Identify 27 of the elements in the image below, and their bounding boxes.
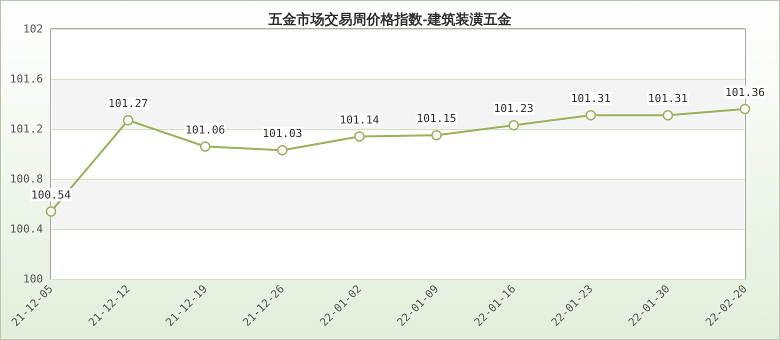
data-label: 101.23 <box>494 102 534 115</box>
point <box>662 110 674 120</box>
y-tick-label: 102 <box>23 22 43 36</box>
chart-title: 五金市场交易周价格指数-建筑装潢五金 <box>268 11 512 27</box>
data-label: 101.06 <box>185 123 226 136</box>
y-tick-label: 100.4 <box>10 222 44 236</box>
data-label: 100.54 <box>31 188 72 202</box>
point <box>277 145 288 156</box>
data-label: 101.31 <box>648 92 688 105</box>
data-label: 101.36 <box>725 86 765 99</box>
data-label: 101.14 <box>340 113 380 126</box>
data-label: 101.03 <box>262 127 302 140</box>
point <box>586 110 596 120</box>
y-tick-label: 100.8 <box>10 172 43 186</box>
data-label: 101.27 <box>108 97 148 110</box>
point <box>200 141 210 152</box>
point <box>431 130 442 140</box>
data-label: 101.15 <box>416 112 456 125</box>
y-tick-label: 101.6 <box>10 72 43 86</box>
y-tick-label: 101.2 <box>10 122 43 136</box>
point <box>122 115 134 126</box>
point <box>740 104 750 114</box>
data-label: 101.31 <box>570 92 611 105</box>
point <box>46 206 56 217</box>
y-tick-label: 100 <box>23 272 43 286</box>
point <box>508 120 519 130</box>
point <box>354 131 365 142</box>
